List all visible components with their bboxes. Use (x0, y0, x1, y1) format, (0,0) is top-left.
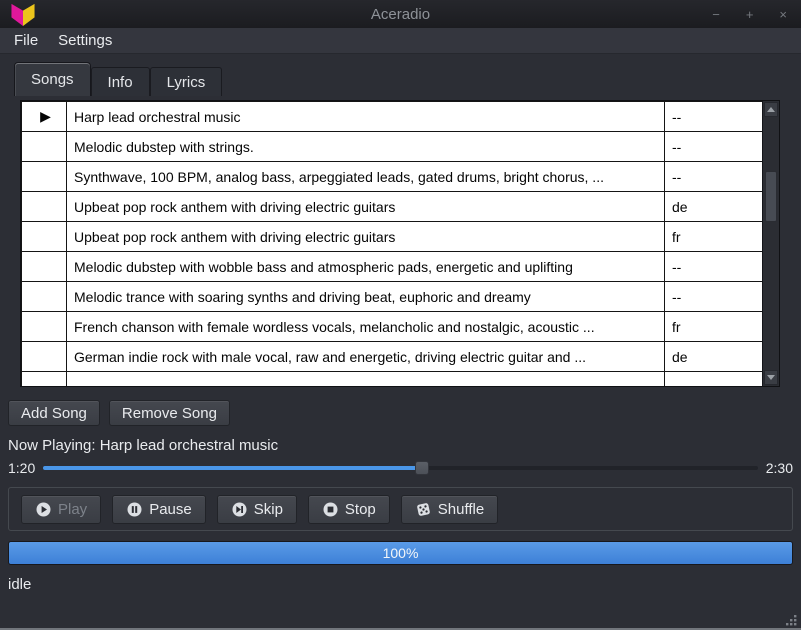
song-title-cell[interactable]: Synthwave, 100 BPM, analog bass, arpeggi… (66, 161, 665, 192)
playing-indicator (21, 371, 67, 386)
stop-icon (323, 502, 338, 516)
menu-file[interactable]: File (14, 32, 39, 49)
song-title-cell[interactable] (66, 371, 665, 386)
titlebar: Aceradio − + × (0, 0, 801, 28)
table-row[interactable] (21, 371, 763, 386)
shuffle-button[interactable]: Shuffle (400, 494, 499, 524)
playing-indicator (21, 281, 67, 312)
scrollbar-thumb[interactable] (765, 171, 777, 222)
table-row[interactable]: Melodic dubstep with strings. -- (21, 131, 763, 162)
library-buttons: Add Song Remove Song (8, 400, 793, 426)
table-row[interactable]: ▶ Harp lead orchestral music -- (21, 101, 763, 132)
song-title-cell[interactable]: Upbeat pop rock anthem with driving elec… (66, 221, 665, 252)
playing-indicator (21, 221, 67, 252)
playing-indicator (21, 251, 67, 282)
minimize-button[interactable]: − (712, 6, 720, 22)
seek-handle[interactable] (414, 461, 429, 475)
scroll-up-button[interactable] (764, 102, 778, 117)
playing-indicator (21, 131, 67, 162)
song-title-cell[interactable]: Melodic trance with soaring synths and d… (66, 281, 665, 312)
tab-bar: Songs Info Lyrics (14, 62, 793, 96)
window-controls: − + × (712, 8, 801, 21)
song-title-cell[interactable]: German indie rock with male vocal, raw a… (66, 341, 665, 372)
elapsed-time: 1:20 (8, 460, 36, 476)
song-language-cell[interactable]: de (664, 341, 763, 372)
playing-indicator (21, 341, 67, 372)
playing-indicator (21, 311, 67, 342)
song-language-cell[interactable]: -- (664, 161, 763, 192)
scroll-down-icon (767, 375, 775, 380)
maximize-button[interactable]: + (745, 6, 754, 22)
table-row[interactable]: Synthwave, 100 BPM, analog bass, arpeggi… (21, 161, 763, 192)
menu-settings[interactable]: Settings (58, 32, 113, 49)
playing-indicator (21, 161, 67, 192)
scroll-up-icon (767, 107, 775, 112)
pause-button[interactable]: Pause (112, 494, 206, 524)
now-playing-label: Now Playing: Harp lead orchestral music (8, 437, 279, 454)
resize-grip-icon[interactable] (785, 614, 797, 626)
table-row[interactable]: Melodic trance with soaring synths and d… (21, 281, 763, 312)
song-language-cell[interactable]: fr (664, 311, 763, 342)
song-table-frame: ▶ Harp lead orchestral music -- Melodic … (20, 100, 780, 387)
song-table: ▶ Harp lead orchestral music -- Melodic … (21, 101, 763, 386)
seek-row: 1:20 2:30 (8, 459, 793, 477)
skip-button[interactable]: Skip (216, 494, 297, 524)
status-text: idle (8, 576, 32, 593)
song-title-cell[interactable]: Upbeat pop rock anthem with driving elec… (66, 191, 665, 222)
song-language-cell[interactable]: -- (664, 101, 763, 132)
progress-fill (9, 542, 792, 564)
table-scrollbar[interactable] (762, 101, 779, 386)
song-language-cell[interactable]: -- (664, 281, 763, 312)
playing-indicator: ▶ (21, 101, 67, 132)
remove-song-button[interactable]: Remove Song (108, 400, 230, 426)
play-button[interactable]: Play (21, 494, 102, 524)
seek-slider[interactable] (43, 460, 758, 476)
song-title-cell[interactable]: Melodic dubstep with wobble bass and atm… (66, 251, 665, 282)
song-language-cell[interactable]: -- (664, 251, 763, 282)
song-title-cell[interactable]: Melodic dubstep with strings. (66, 131, 665, 162)
table-row[interactable]: Upbeat pop rock anthem with driving elec… (21, 191, 763, 222)
seek-fill (43, 466, 422, 470)
pause-icon (127, 502, 142, 516)
total-time: 2:30 (765, 460, 793, 476)
playing-indicator (21, 191, 67, 222)
table-row[interactable]: Upbeat pop rock anthem with driving elec… (21, 221, 763, 252)
app-logo-icon (11, 3, 35, 26)
volume-progress-bar[interactable]: 100% (8, 541, 793, 565)
scroll-down-button[interactable] (764, 370, 778, 385)
shuffle-dice-icon (416, 502, 430, 516)
transport-frame: Play Pause Skip Stop Shuffle (8, 487, 793, 531)
tab-songs[interactable]: Songs (14, 62, 91, 96)
skip-icon (232, 502, 247, 516)
menubar: File Settings (0, 28, 801, 54)
add-song-button[interactable]: Add Song (8, 400, 100, 426)
close-button[interactable]: × (779, 6, 787, 22)
song-title-cell[interactable]: Harp lead orchestral music (66, 101, 665, 132)
song-language-cell[interactable] (664, 371, 763, 386)
song-language-cell[interactable]: de (664, 191, 763, 222)
play-icon (36, 502, 51, 516)
main-content: Songs Info Lyrics ▶ Harp lead orchestral… (0, 54, 801, 593)
stop-button[interactable]: Stop (307, 494, 390, 524)
song-language-cell[interactable]: -- (664, 131, 763, 162)
table-row[interactable]: German indie rock with male vocal, raw a… (21, 341, 763, 372)
progress-label: 100% (382, 545, 419, 561)
table-row[interactable]: Melodic dubstep with wobble bass and atm… (21, 251, 763, 282)
tab-lyrics[interactable]: Lyrics (149, 67, 223, 96)
song-title-cell[interactable]: French chanson with female wordless voca… (66, 311, 665, 342)
window-title: Aceradio (370, 5, 431, 23)
table-row[interactable]: French chanson with female wordless voca… (21, 311, 763, 342)
tab-info[interactable]: Info (90, 67, 150, 96)
song-language-cell[interactable]: fr (664, 221, 763, 252)
